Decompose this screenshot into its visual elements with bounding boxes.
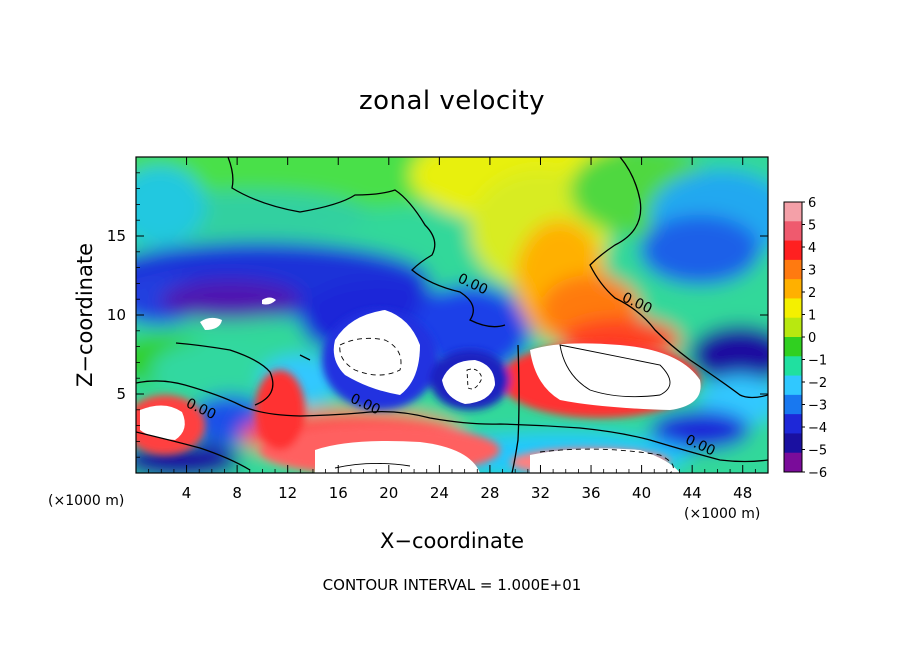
contour-lines [136, 157, 768, 473]
colorbar-label: 4 [808, 241, 816, 256]
x-tick-label: 36 [581, 484, 600, 502]
x-tick-label: 20 [379, 484, 398, 502]
colorbar-label: 0 [808, 331, 816, 346]
chart-title: zonal velocity [358, 86, 546, 116]
colorbar-segment [784, 298, 802, 319]
x-tick-label: 16 [329, 484, 348, 502]
x-tick-label: 12 [278, 484, 297, 502]
colorbar-segment [784, 375, 802, 396]
colorbar-label: −2 [808, 376, 827, 391]
colorbar-segment [784, 356, 802, 377]
colorbar-label: 2 [808, 286, 816, 301]
x-tick-label: 28 [480, 484, 499, 502]
heatmap-field [136, 157, 768, 473]
x-tick-label: 40 [632, 484, 651, 502]
colorbar-segment [784, 414, 802, 434]
x-tick-label: 8 [232, 484, 242, 502]
x-axis-title: X−coordinate [380, 529, 524, 553]
x-axis: 4 8 12 16 20 24 28 32 36 40 44 48 [148, 157, 756, 502]
x-tick-label: 44 [683, 484, 702, 502]
colorbar-segment [784, 240, 802, 261]
colorbar-label: −3 [808, 399, 827, 414]
x-tick-label: 32 [531, 484, 550, 502]
colorbar-segment [784, 221, 802, 242]
colorbar-segment [784, 433, 802, 454]
colorbar-label: 5 [808, 219, 816, 234]
y-axis-title: Z−coordinate [73, 243, 97, 387]
colorbar-segment [784, 279, 802, 299]
x-unit-label-right: (×1000 m) [684, 506, 760, 522]
contour-interval-note: CONTOUR INTERVAL = 1.000E+01 [322, 576, 582, 594]
y-tick-label: 5 [116, 385, 126, 403]
colorbar-label: 3 [808, 264, 816, 279]
colorbar-segment [784, 452, 802, 473]
colorbar-label: 6 [808, 196, 816, 211]
colorbar-label: −4 [808, 421, 827, 436]
x-tick-label: 4 [182, 484, 192, 502]
colorbar-segment [784, 202, 802, 222]
colorbar-segment [784, 317, 802, 338]
y-tick-label: 15 [107, 227, 126, 245]
colorbar-segment [784, 337, 802, 357]
y-tick-label: 10 [107, 306, 126, 324]
colorbar-label: 1 [808, 309, 816, 324]
colorbar-label: −1 [808, 354, 827, 369]
x-tick-label: 48 [733, 484, 752, 502]
colorbar-label: −6 [808, 466, 827, 481]
colorbar-segment [784, 259, 802, 280]
colorbar-label: −5 [808, 444, 827, 459]
y-axis: 5 10 15 [107, 172, 768, 458]
colorbar-segment [784, 394, 802, 415]
x-tick-label: 24 [430, 484, 449, 502]
x-unit-label-left: (×1000 m) [48, 493, 124, 509]
colorbar: 6 5 4 3 2 1 0 −1 −2 −3 −4 −5 −6 [783, 196, 827, 481]
